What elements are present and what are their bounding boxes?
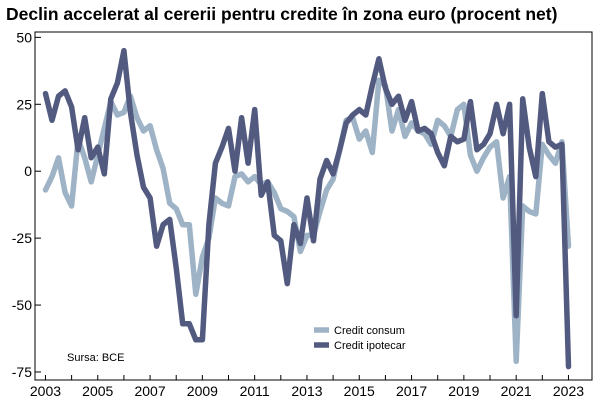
x-tick-label: 2007 (134, 383, 165, 399)
legend: Credit consum Credit ipotecar (314, 325, 406, 352)
y-tick-label: 0 (24, 163, 32, 179)
x-axis: 2003 2005 2007 2009 2011 2013 2015 2017 2019 2021… (30, 375, 584, 399)
legend-label: Credit consum (334, 325, 405, 337)
chart-title: Declin accelerat al cererii pentru credi… (6, 4, 558, 24)
series-line-credit-consum (42, 77, 572, 365)
y-axis: 50 25 0 -25 -50 -75 (12, 29, 41, 380)
x-tick-label: 2019 (448, 383, 479, 399)
series-lines (42, 47, 572, 370)
y-tick-label: -50 (12, 297, 32, 313)
y-tick-label: 50 (16, 29, 32, 45)
x-tick-label: 2021 (501, 383, 532, 399)
x-tick-label: 2011 (240, 383, 270, 399)
legend-label: Credit ipotecar (334, 340, 406, 352)
x-tick-label: 2015 (344, 383, 375, 399)
source-note: Sursa: BCE (67, 352, 124, 364)
plot-area (34, 31, 593, 381)
plot-frame (34, 31, 593, 381)
x-tick-label: 2017 (396, 383, 427, 399)
x-tick-label: 2009 (187, 383, 218, 399)
x-tick-label: 2023 (553, 383, 584, 399)
y-tick-label: -75 (12, 364, 32, 380)
x-tick-label: 2013 (291, 383, 322, 399)
x-tick-label: 2005 (82, 383, 113, 399)
series-line-credit-ipotecar (42, 47, 572, 370)
y-tick-label: -25 (12, 230, 32, 246)
y-tick-label: 25 (16, 96, 32, 112)
x-tick-label: 2003 (30, 383, 61, 399)
